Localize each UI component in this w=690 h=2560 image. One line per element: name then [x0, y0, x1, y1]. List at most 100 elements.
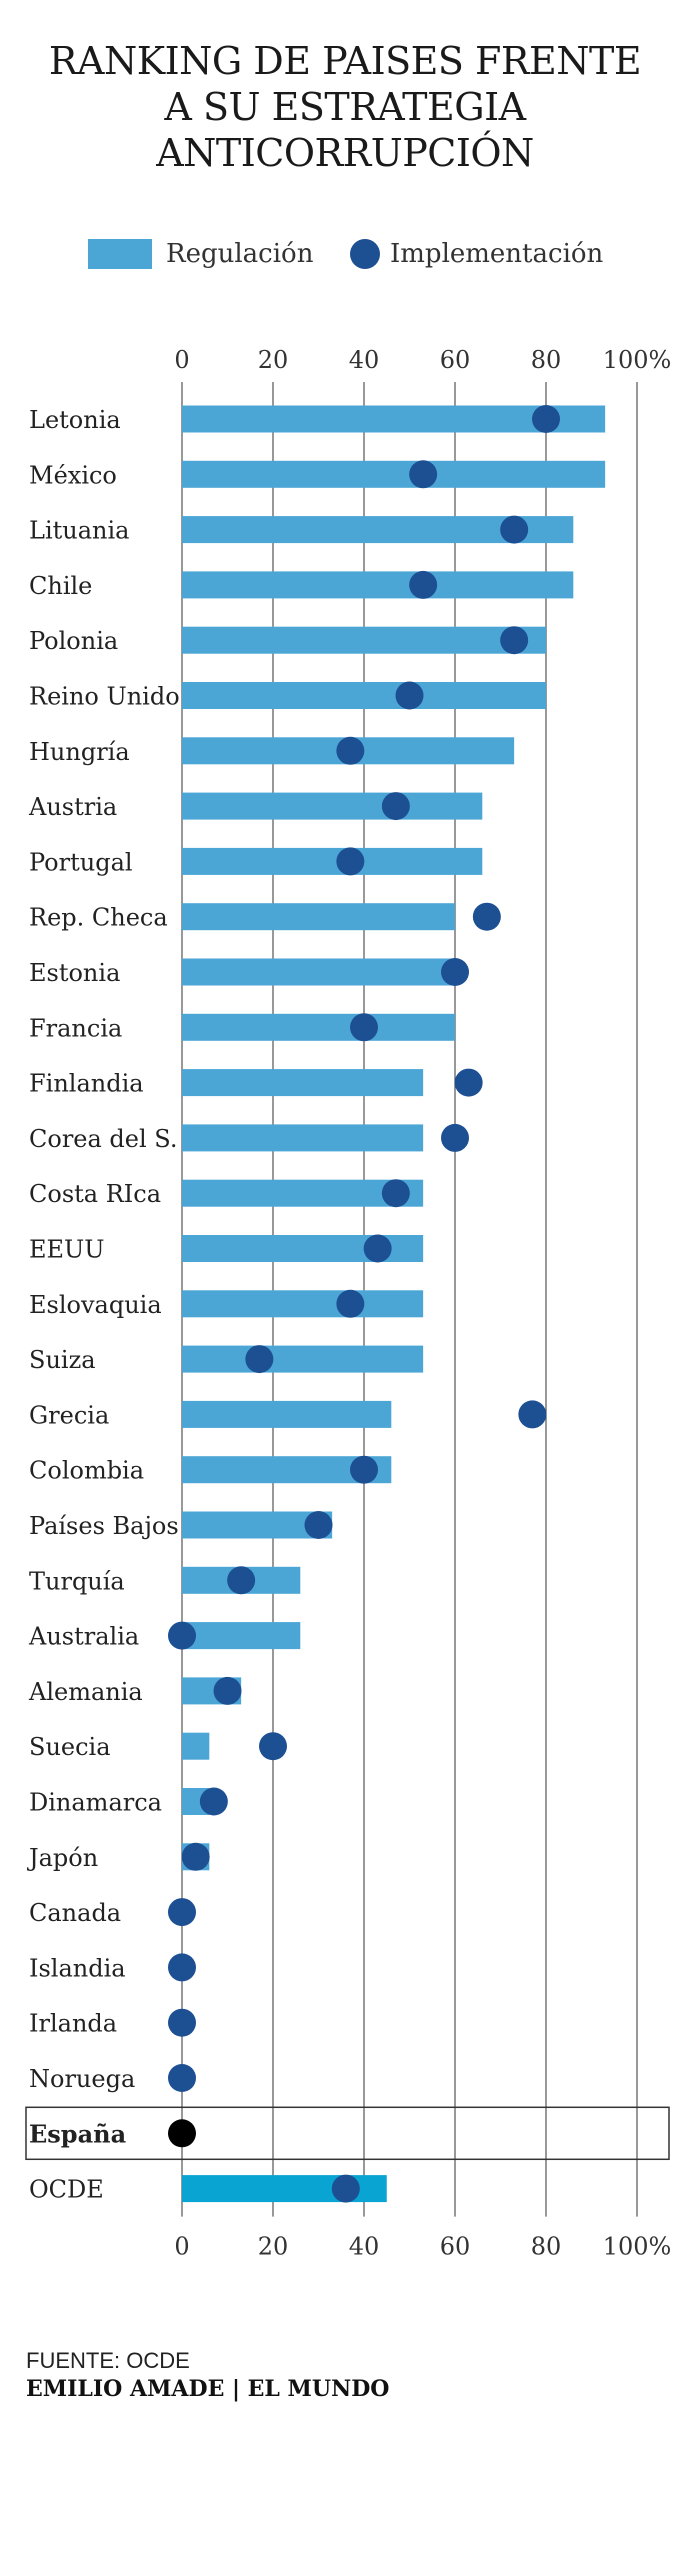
- category-label: Eslovaquia: [29, 1291, 162, 1319]
- implementacion-dot: [199, 1787, 228, 1816]
- category-label: Costa RIca: [29, 1180, 161, 1208]
- source-text: FUENTE: OCDE: [26, 2348, 190, 2373]
- implementacion-dot: [168, 2064, 196, 2092]
- regulacion-bar: [182, 1124, 424, 1152]
- category-label: Suecia: [29, 1733, 111, 1761]
- implementacion-dot: [336, 1289, 365, 1318]
- implementacion-dot: [500, 515, 529, 544]
- implementacion-dot: [409, 460, 438, 489]
- regulacion-bar: [182, 1622, 301, 1650]
- credit-text: EMILIO AMADE | EL MUNDO: [26, 2376, 390, 2402]
- implementacion-dot: [259, 1732, 287, 1761]
- chart-title: RANKING DE PAISES FRENTE A SU ESTRATEGIA…: [0, 38, 690, 176]
- regulacion-bar: [182, 626, 546, 654]
- implementacion-dot: [532, 405, 560, 433]
- x-tick-label: 40: [349, 2233, 380, 2261]
- category-label: Irlanda: [29, 2010, 117, 2038]
- category-label: Reino Unido: [29, 683, 180, 711]
- category-label: Islandia: [29, 1954, 126, 1982]
- category-label: Letonia: [29, 406, 121, 434]
- implementacion-dot: [304, 1511, 333, 1539]
- category-label: Francia: [29, 1014, 122, 1042]
- category-label: México: [29, 461, 117, 489]
- implementacion-dot: [168, 1953, 196, 1982]
- implementacion-dot: [363, 1234, 392, 1263]
- implementacion-dot: [181, 1842, 210, 1871]
- category-label: Japón: [26, 1844, 98, 1872]
- title-line: RANKING DE PAISES FRENTE: [48, 39, 642, 83]
- category-label: Grecia: [29, 1401, 109, 1429]
- category-label: Turquía: [29, 1567, 125, 1595]
- x-tick-label: 80: [531, 346, 562, 374]
- category-label: Portugal: [29, 848, 133, 876]
- implementacion-dot: [331, 2174, 360, 2203]
- legend: Regulación Implementación: [88, 236, 648, 272]
- implementacion-dot: [381, 792, 410, 821]
- x-tick-label: 80: [531, 2233, 562, 2261]
- category-label: Hungría: [29, 738, 130, 766]
- legend-item-regulacion: Regulación: [88, 236, 313, 272]
- implementacion-dot: [245, 1345, 274, 1374]
- implementacion-dot: [441, 958, 469, 986]
- regulacion-bar: [182, 1345, 424, 1373]
- category-label: EEUU: [29, 1236, 105, 1264]
- legend-bar-swatch: [88, 239, 152, 269]
- implementacion-dot: [395, 681, 424, 710]
- regulacion-bar: [182, 1732, 210, 1760]
- implementacion-dot: [350, 1455, 378, 1484]
- category-label: Alemania: [28, 1678, 143, 1706]
- implementacion-dot: [336, 736, 365, 765]
- regulacion-bar: [182, 1290, 424, 1318]
- implementacion-dot: [168, 1898, 196, 1927]
- title-line: A SU ESTRATEGIA: [164, 85, 526, 129]
- category-label: España: [29, 2119, 126, 2148]
- regulacion-bar: [182, 682, 546, 709]
- category-label: Polonia: [29, 627, 118, 655]
- x-tick-label: 20: [258, 346, 289, 374]
- implementacion-dot: [168, 1621, 196, 1650]
- implementacion-dot: [381, 1179, 410, 1208]
- category-label: Dinamarca: [29, 1789, 162, 1817]
- implementacion-dot: [409, 570, 438, 599]
- legend-dot-swatch: [350, 239, 380, 269]
- implementacion-dot: [227, 1566, 256, 1595]
- category-label: Países Bajos: [29, 1512, 179, 1540]
- implementacion-dot: [168, 2008, 196, 2037]
- category-label: OCDE: [29, 2176, 104, 2204]
- x-tick-label: 60: [440, 346, 471, 374]
- implementacion-dot: [500, 626, 529, 655]
- category-label: Estonia: [29, 959, 120, 987]
- x-tick-label: 20: [258, 2233, 289, 2261]
- category-label: Finlandia: [29, 1070, 144, 1098]
- regulacion-bar: [182, 1400, 392, 1428]
- regulacion-bar: [182, 958, 455, 986]
- category-label: Australia: [28, 1623, 139, 1651]
- implementacion-dot: [454, 1068, 483, 1097]
- implementacion-dot: [336, 847, 365, 876]
- x-tick-label: 0: [174, 346, 189, 374]
- regulacion-bar: [182, 571, 574, 599]
- regulacion-bar: [182, 1069, 424, 1097]
- category-label: Colombia: [29, 1457, 144, 1485]
- legend-item-implementacion: Implementación: [350, 236, 603, 272]
- category-label: Canada: [29, 1899, 121, 1927]
- highlight-box: [25, 2106, 670, 2161]
- x-tick-label: 0: [174, 2233, 189, 2261]
- regulacion-bar: [182, 847, 483, 875]
- footer: FUENTE: OCDE EMILIO AMADE | EL MUNDO: [26, 2348, 389, 2402]
- category-label: Rep. Checa: [29, 904, 168, 932]
- title-line: ANTICORRUPCIÓN: [156, 131, 534, 175]
- category-label: Corea del S.: [29, 1125, 178, 1153]
- legend-label: Implementación: [390, 239, 604, 269]
- x-tick-label: 100%: [603, 2233, 672, 2261]
- legend-label: Regulación: [166, 239, 314, 269]
- implementacion-dot: [518, 1400, 547, 1429]
- regulacion-bar: [182, 792, 483, 820]
- category-label: Austria: [28, 793, 117, 821]
- implementacion-dot: [168, 2119, 196, 2148]
- regulacion-bar: [182, 460, 606, 488]
- ranking-chart: 0 0 20 20 40 40 60 60 80 80 100% 100% Letonia México L…: [25, 346, 672, 2261]
- x-tick-label: 60: [440, 2233, 471, 2261]
- category-label: Suiza: [29, 1346, 96, 1374]
- regulacion-bar: [182, 1013, 455, 1041]
